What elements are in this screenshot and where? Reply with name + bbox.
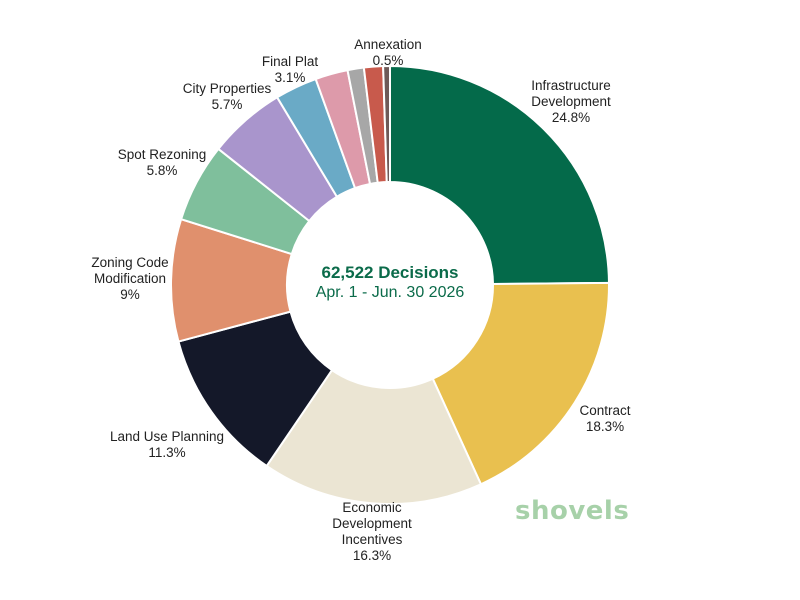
slice-name: Spot Rezoning <box>118 147 207 162</box>
shovels-logo: shovels <box>515 496 630 526</box>
label-annexation: Annexation 0.5% <box>354 37 422 68</box>
slice-annexation <box>382 64 391 184</box>
slice-name: Incentives <box>342 532 403 547</box>
label-city-properties: City Properties 5.7% <box>183 81 272 112</box>
slice-name: Contract <box>579 403 630 418</box>
label-infrastructure-development: Infrastructure Development 24.8% <box>531 78 611 125</box>
center-label: 62,522 Decisions Apr. 1 - Jun. 30 2026 <box>316 263 465 301</box>
slice-percent: 24.8% <box>552 110 590 125</box>
label-land-use-planning: Land Use Planning 11.3% <box>110 429 224 460</box>
slice-percent: 11.3% <box>148 445 185 460</box>
slice-economic-development-incentives <box>265 368 483 505</box>
slice-name: Modification <box>94 271 166 286</box>
label-zoning-code-modification: Zoning Code Modification 9% <box>91 255 168 302</box>
slice-name: City Properties <box>183 81 272 96</box>
label-contract: Contract 18.3% <box>579 403 630 434</box>
slice-labels: Infrastructure Development 24.8%Contract 18… <box>91 37 630 563</box>
slice-infrastructure-development <box>389 64 611 286</box>
slice-percent: 18.3% <box>586 419 624 434</box>
slice-percent: 0.5% <box>373 53 404 68</box>
slice-name: Land Use Planning <box>110 429 224 444</box>
slice-percent: 3.1% <box>275 70 306 85</box>
slice-name: Final Plat <box>262 54 319 69</box>
slice-name: Economic <box>342 500 402 515</box>
slice-name: Development <box>332 516 412 531</box>
slice-percent: 9% <box>120 287 140 302</box>
center-title: 62,522 Decisions <box>321 263 458 282</box>
donut-slices <box>170 64 611 505</box>
slice-name: Annexation <box>354 37 422 52</box>
label-final-plat: Final Plat 3.1% <box>262 54 319 85</box>
slice-percent: 5.8% <box>147 163 178 178</box>
slice-percent: 16.3% <box>353 548 391 563</box>
label-economic-development-incentives: Economic Development Incentives 16.3% <box>332 500 412 563</box>
center-subtitle: Apr. 1 - Jun. 30 2026 <box>316 284 465 301</box>
label-spot-rezoning: Spot Rezoning 5.8% <box>118 147 207 178</box>
slice-name: Infrastructure <box>531 78 611 93</box>
slice-name: Zoning Code <box>91 255 168 270</box>
slice-percent: 5.7% <box>212 97 243 112</box>
slice-contract <box>431 281 610 486</box>
slice-name: Development <box>531 94 611 109</box>
